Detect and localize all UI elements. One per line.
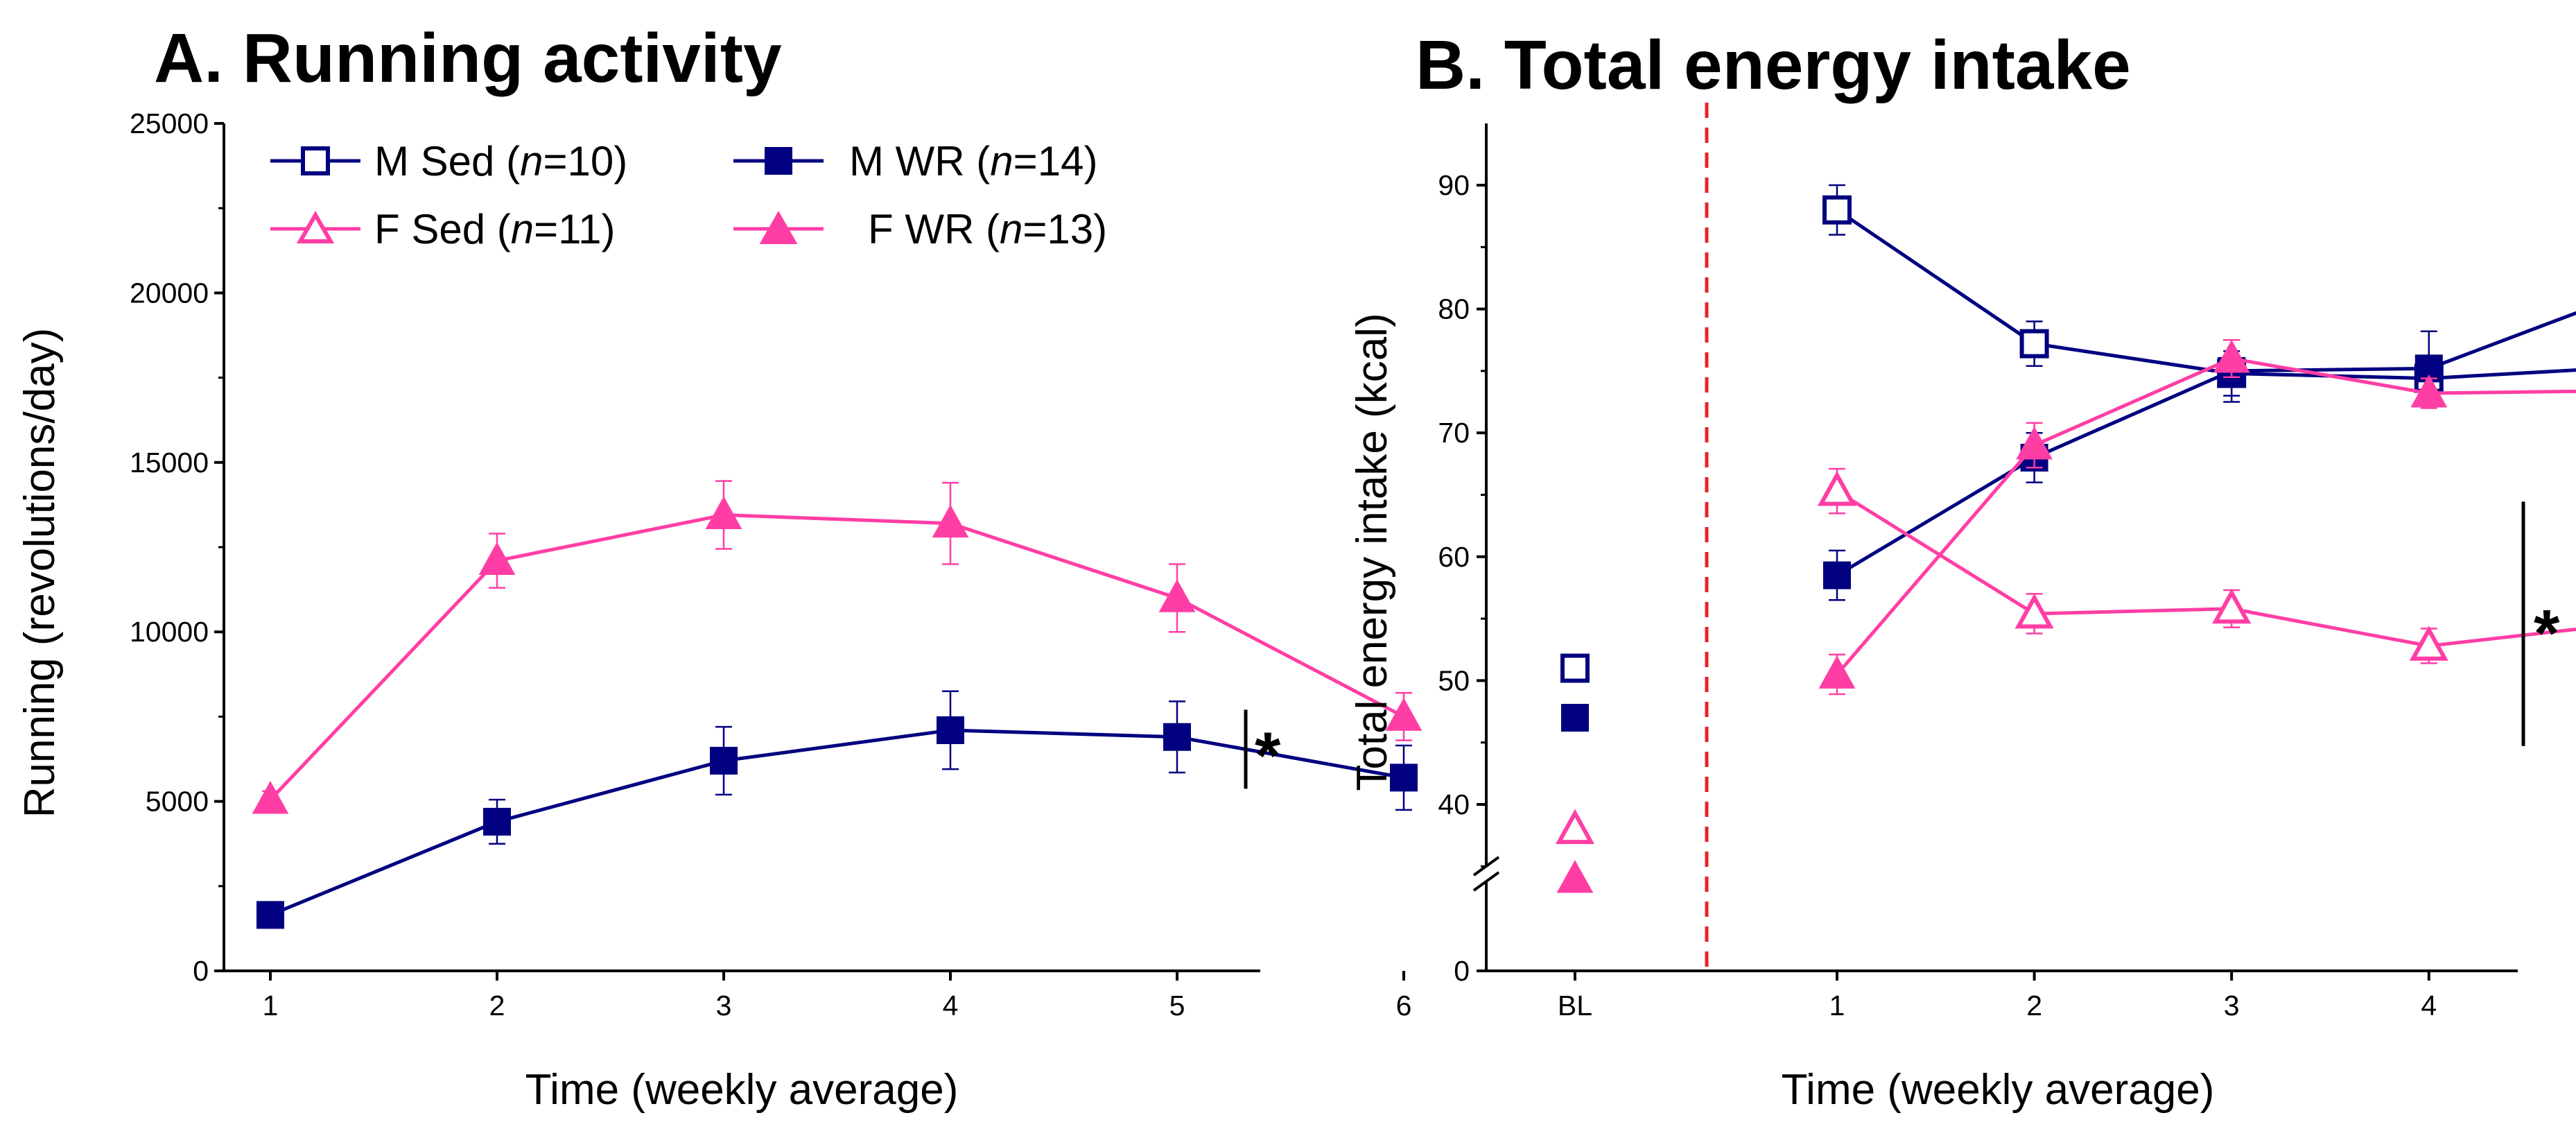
- panel-b-point-f-sed: [2409, 626, 2448, 661]
- panel-b-baseline-point-f-sed: [1555, 809, 1595, 845]
- panel-a-point-m-wr: [256, 901, 284, 929]
- panel-b-point-m-sed: [2019, 329, 2049, 359]
- panel-b-point-f-sed: [2014, 593, 2054, 629]
- panel-a-point-f-wr: [478, 542, 516, 575]
- legend-marker-m-wr: [765, 147, 792, 175]
- panel-b-y-axis-label: Total energy intake (kcal): [1348, 313, 1396, 791]
- panel-a-y-tick-label: 25000: [130, 107, 209, 139]
- panel-a-point-m-wr: [1390, 764, 1418, 792]
- legend-entry-m-wr: M WR (n=14): [733, 138, 1097, 184]
- panel-b-total-energy-intake: B. Total energy intake Total energy inta…: [1348, 26, 2576, 1114]
- panel-a-x-tick-label: 1: [263, 990, 279, 1021]
- panel-b-point-f-wr: [2410, 374, 2448, 408]
- panel-a-y-tick-label: 0: [193, 955, 209, 987]
- panel-b-point-f-wr: [1818, 655, 1856, 689]
- panel-b-y-tick-label: 60: [1438, 541, 1470, 573]
- legend-name-f-sed: F Sed: [374, 206, 485, 252]
- panel-a-x-axis-label: Time (weekly average): [525, 1066, 959, 1114]
- panel-b-point-f-sed: [1817, 470, 1857, 506]
- panel-a-line-m-wr: [270, 728, 1404, 917]
- panel-a-title: A. Running activity: [154, 19, 782, 97]
- panel-a-x-tick-label: 6: [1396, 990, 1412, 1021]
- panel-a-y-tick-label: 10000: [130, 616, 209, 648]
- panel-a-y-axis-label: Running (revolutions/day): [16, 328, 64, 818]
- panel-a-point-f-wr: [1158, 579, 1196, 612]
- legend-n-m-sed: 10: [568, 138, 614, 184]
- panel-a-point-f-wr: [705, 496, 742, 529]
- panel-a-point-f-wr: [932, 504, 969, 538]
- panel-b-baseline-point-m-sed: [1560, 653, 1590, 683]
- panel-a-y-tick-label: 20000: [130, 277, 209, 309]
- legend-n-f-sed: 11: [558, 206, 601, 252]
- panel-b-title: B. Total energy intake: [1416, 26, 2131, 104]
- panel-a-point-f-wr: [252, 781, 289, 814]
- panel-b-point-f-sed: [2212, 588, 2252, 624]
- legend-marker-m-sed: [301, 146, 330, 175]
- panel-b-baseline-point-f-wr: [1556, 860, 1594, 893]
- panel-b-x-tick-label: 3: [2224, 990, 2240, 1021]
- panel-b-baseline-point-m-wr: [1561, 703, 1589, 732]
- panel-a-y-tick-label: 5000: [146, 786, 209, 818]
- legend-label-m-wr: M WR (n=14): [849, 138, 1097, 184]
- panel-b-y-tick-label: 70: [1438, 417, 1470, 449]
- legend: M Sed (n=10) M WR (n=14) F Sed (n=11) F …: [270, 138, 1107, 252]
- panel-b-point-f-wr: [2016, 426, 2053, 460]
- legend-name-m-wr: M WR: [849, 138, 965, 184]
- panel-b-significance-star: *: [2534, 596, 2560, 671]
- panel-a-significance-star: *: [1255, 718, 1281, 793]
- panel-b-line-m-wr: [1836, 311, 2576, 577]
- panel-a-point-f-wr: [1385, 698, 1422, 731]
- legend-n-f-wr: 13: [1047, 206, 1093, 252]
- panel-a-y-tick-label: 15000: [130, 447, 209, 479]
- legend-n-m-wr: 14: [1038, 138, 1084, 184]
- panel-b-x-tick-label: BL: [1558, 990, 1592, 1021]
- panel-b-y-tick-label: 50: [1438, 664, 1470, 696]
- panel-a-point-m-wr: [710, 746, 738, 775]
- panel-a-running-activity: A. Running activity Running (revolutions…: [16, 19, 1422, 1114]
- legend-label-f-sed: F Sed (n=11): [374, 206, 615, 252]
- panel-a-point-m-wr: [937, 716, 964, 744]
- panel-b-y-tick-label: 40: [1438, 788, 1470, 820]
- panel-a-x-tick-label: 2: [489, 990, 505, 1021]
- legend-marker-f-wr: [759, 210, 798, 244]
- panel-b-x-tick-label: 2: [2026, 990, 2042, 1021]
- panel-b-point-m-sed: [1822, 195, 1852, 225]
- panel-a-x-tick-label: 3: [716, 990, 732, 1021]
- panel-b-x-axis-label: Time (weekly average): [1782, 1066, 2215, 1114]
- panel-b-point-f-wr: [2213, 339, 2250, 373]
- panel-b-line-f-wr: [1836, 356, 2576, 676]
- legend-entry-m-sed: M Sed (n=10): [270, 138, 627, 184]
- panel-a-point-m-wr: [483, 807, 511, 836]
- legend-marker-f-sed: [296, 211, 335, 243]
- panel-a-line-f-wr: [269, 513, 1405, 801]
- panel-b-x-tick-label: 1: [1829, 990, 1845, 1021]
- legend-name-f-wr: F WR: [868, 206, 974, 252]
- panel-b-x-tick-label: 4: [2421, 990, 2437, 1021]
- panel-a-point-m-wr: [1163, 723, 1191, 751]
- panel-b-line-m-sed: [1836, 208, 2576, 381]
- legend-label-m-sed: M Sed (n=10): [374, 138, 627, 184]
- panel-b-line-f-sed: [1836, 490, 2576, 648]
- panel-a-x-tick-label: 4: [943, 990, 959, 1021]
- legend-entry-f-sed: F Sed (n=11): [270, 206, 615, 252]
- panel-b-y-tick-label: 0: [1454, 955, 1470, 987]
- panel-b-y-tick-label: 90: [1438, 169, 1470, 201]
- panel-a-x-tick-label: 5: [1169, 990, 1185, 1021]
- legend-entry-f-wr: F WR (n=13): [733, 206, 1107, 252]
- panel-b-y-tick-label: 80: [1438, 293, 1470, 325]
- legend-name-m-sed: M Sed: [374, 138, 494, 184]
- panel-b-point-m-wr: [1823, 561, 1851, 589]
- legend-label-f-wr: F WR (n=13): [868, 206, 1107, 252]
